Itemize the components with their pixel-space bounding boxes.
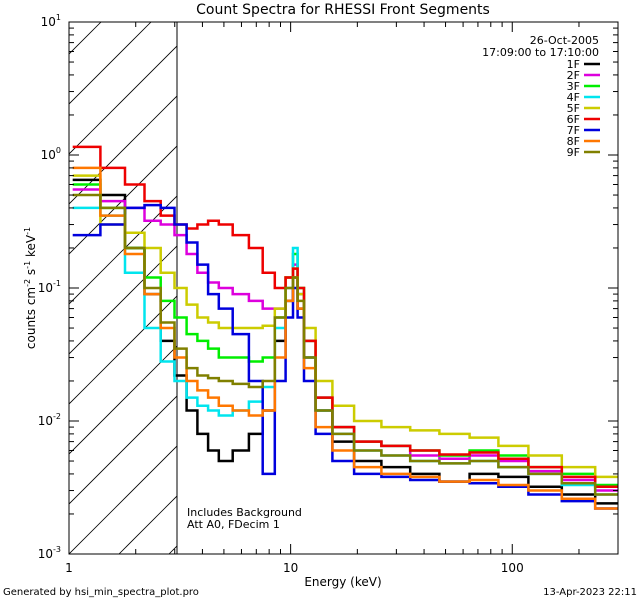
y-label-sup-1: -2 — [23, 279, 32, 287]
hatch-line — [0, 0, 79, 554]
x-tick-label: 1 — [65, 561, 73, 575]
footer-generated: Generated by hsi_min_spectra_plot.pro — [3, 587, 199, 598]
y-tick-label: 10-2 — [38, 412, 61, 428]
hatched-region — [0, 0, 640, 554]
hatch-line — [69, 395, 177, 505]
y-axis-label: counts cm-2 s-1 keV-1 — [23, 227, 38, 349]
hatch-line — [69, 145, 177, 255]
legend-label-6F: 6F — [567, 113, 580, 126]
y-tick-label: 10-1 — [38, 279, 61, 295]
x-tick-label: 100 — [501, 561, 524, 575]
hatch-line — [69, 195, 177, 305]
series-3F — [72, 183, 618, 487]
y-label-main: counts cm — [24, 287, 38, 349]
hatch-line — [69, 245, 177, 355]
hatch-line — [69, 22, 102, 55]
series-2F — [72, 188, 618, 492]
chart-title: Count Spectra for RHESSI Front Segments — [196, 2, 490, 18]
legend-label-7F: 7F — [567, 124, 580, 137]
hatch-line — [69, 445, 177, 554]
y-label-mid-2: keV — [24, 234, 38, 261]
y-tick-label: 10-3 — [38, 545, 61, 561]
hatch-line — [69, 22, 152, 105]
legend-label-3F: 3F — [567, 80, 580, 93]
x-axis-label: Energy (keV) — [304, 575, 381, 589]
legend-label-1F: 1F — [567, 58, 580, 71]
date-annotation: 26-Oct-2005 — [530, 34, 599, 47]
legend-label-8F: 8F — [567, 135, 580, 148]
y-tick-label: 101 — [41, 13, 61, 29]
series-layer — [72, 145, 618, 510]
y-label-sup-2: -1 — [23, 261, 32, 269]
background-note: Includes Background — [187, 506, 302, 519]
y-label-sup-3: -1 — [23, 227, 32, 235]
footer-date: 13-Apr-2023 22:11 — [543, 587, 637, 598]
axis-layer: 1 10 100 10-3 10-2 10-1 100 101 — [38, 13, 619, 575]
hatch-line — [269, 0, 640, 554]
legend-label-4F: 4F — [567, 91, 580, 104]
legend-label-5F: 5F — [567, 102, 580, 115]
legend-label-2F: 2F — [567, 69, 580, 82]
series-6F — [72, 145, 618, 489]
hatch-line — [69, 345, 177, 455]
y-tick-label: 100 — [41, 146, 61, 162]
hatch-line — [69, 45, 177, 155]
hatch-line — [319, 0, 640, 554]
x-tick-label: 10 — [283, 561, 298, 575]
y-label-mid-1: s — [24, 269, 38, 279]
series-9F — [72, 193, 618, 496]
series-7F — [72, 203, 618, 510]
attenuator-note: Att A0, FDecim 1 — [187, 518, 280, 531]
time-range-annotation: 17:09:00 to 17:10:00 — [482, 46, 599, 59]
hatch-line — [69, 295, 177, 405]
legend-label-9F: 9F — [567, 146, 580, 159]
